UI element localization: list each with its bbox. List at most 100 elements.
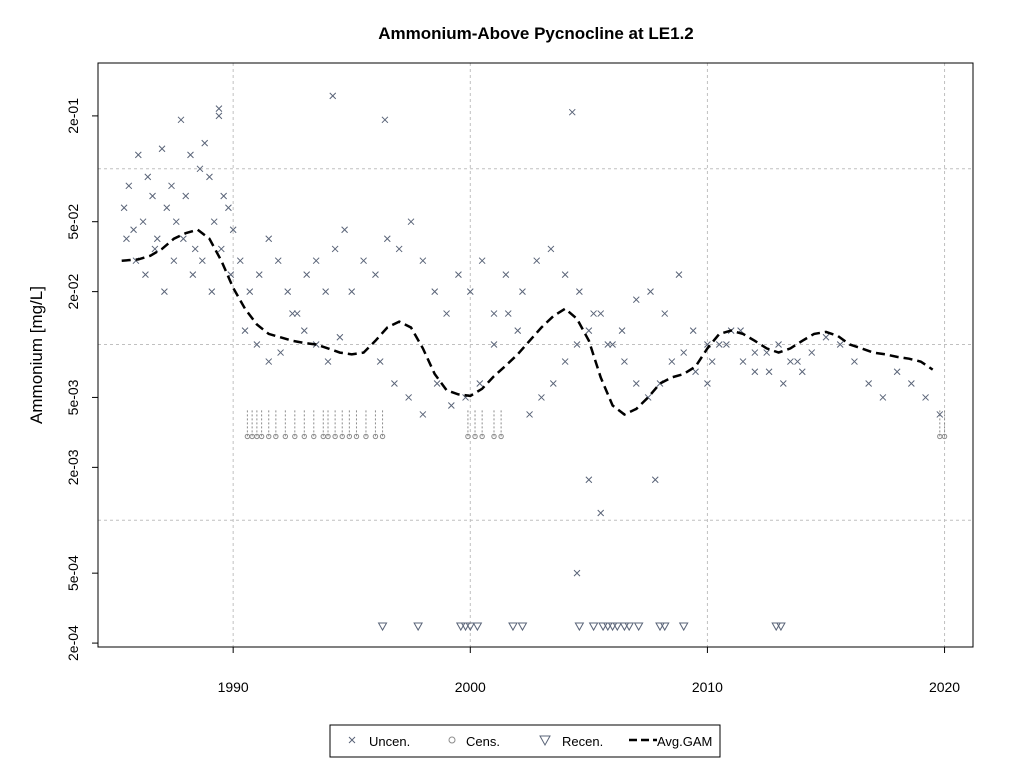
x-tick-label: 2000	[455, 679, 486, 695]
uncensored-point	[907, 380, 915, 387]
legend-label-uncen: Uncen.	[369, 734, 410, 749]
uncensored-point	[561, 271, 569, 278]
uncensored-point	[123, 235, 130, 243]
uncensored-point	[322, 288, 329, 295]
recensored-point	[776, 622, 786, 632]
uncensored-point	[689, 327, 697, 334]
uncensored-point	[125, 182, 133, 190]
uncensored-point	[142, 271, 149, 278]
gam-line	[121, 228, 934, 416]
uncensored-point	[391, 380, 398, 387]
uncensored-point	[405, 394, 412, 401]
legend-label-gam: Avg.GAM	[657, 734, 712, 749]
uncensored-point	[172, 218, 180, 226]
recensored-point	[413, 622, 423, 632]
uncensored-point	[704, 380, 711, 387]
uncensored-point	[208, 288, 216, 295]
uncensored-point	[189, 271, 197, 278]
recensored-point	[655, 622, 665, 632]
uncensored-point	[632, 296, 640, 304]
uncensored-point	[277, 349, 284, 356]
uncensored-point	[680, 349, 688, 356]
censored-point	[346, 433, 353, 440]
x-tick-label: 2020	[929, 679, 960, 695]
y-tick-label: 5e-03	[65, 379, 81, 415]
uncensored-point	[274, 257, 282, 265]
uncensored-point	[787, 358, 794, 365]
uncensored-point	[433, 380, 441, 387]
uncensored-point	[893, 368, 901, 376]
uncensored-point	[177, 116, 185, 124]
legend-label-cens: Cens.	[466, 734, 500, 749]
uncensored-point	[419, 257, 427, 265]
uncensored-point	[331, 245, 339, 253]
uncensored-point	[879, 394, 887, 401]
uncensored-point	[196, 165, 204, 173]
recen-marker-icon	[539, 735, 551, 747]
uncensored-point	[407, 218, 415, 226]
uncensored-point	[293, 310, 301, 317]
uncensored-point	[284, 288, 292, 295]
censored-point	[273, 433, 279, 440]
uncensored-point	[573, 341, 581, 348]
recensored-point	[460, 622, 471, 632]
y-tick-label: 2e-04	[65, 625, 81, 661]
y-tick-label: 5e-04	[65, 555, 81, 591]
uncensored-point	[215, 112, 223, 120]
recensored-point	[455, 622, 466, 632]
y-tick-label: 2e-02	[65, 274, 81, 310]
uncensored-point	[144, 173, 152, 181]
uncensored-point	[519, 288, 526, 295]
censored-point	[941, 433, 948, 440]
uncensored-point	[549, 380, 557, 387]
uncensored-point	[851, 358, 858, 365]
uncensored-point	[229, 226, 237, 234]
censored-point	[301, 433, 308, 440]
uncensored-point	[153, 235, 161, 243]
y-tick-label: 2e-03	[65, 449, 81, 485]
uncensored-point	[808, 349, 816, 356]
uncensored-point	[419, 411, 427, 418]
plot-frame	[97, 62, 974, 648]
uncensored-point	[739, 358, 747, 365]
uncensored-point	[180, 235, 187, 243]
uncensored-point	[149, 192, 156, 200]
legend: Uncen. Cens. Recen. Avg.GAM	[329, 724, 721, 758]
uncensored-point	[661, 310, 669, 317]
censored-point	[498, 433, 504, 440]
recensored-point	[465, 622, 476, 632]
recensored-point	[771, 622, 782, 632]
uncensored-point	[547, 245, 555, 253]
uncensored-point	[225, 204, 232, 212]
uncensored-point	[692, 368, 699, 376]
recensored-point	[472, 622, 483, 632]
uncensored-point	[668, 358, 676, 365]
uncensored-point	[651, 476, 659, 484]
uncensored-point	[476, 380, 484, 387]
uncensored-point	[201, 139, 209, 147]
recensored-point	[633, 622, 644, 632]
recensored-point	[624, 622, 635, 632]
uncensored-point	[447, 402, 455, 409]
uncensored-point	[253, 341, 261, 348]
uncensored-point	[395, 245, 403, 253]
uncensored-point	[597, 509, 605, 517]
uncensored-point	[151, 245, 159, 253]
uncensored-point	[576, 288, 583, 295]
uncensored-point	[922, 394, 929, 401]
uncensored-point	[779, 380, 787, 387]
points-layer	[120, 92, 944, 632]
uncensored-point	[255, 271, 263, 278]
uncensored-point	[936, 411, 944, 418]
legend-item-recen: Recen.	[539, 734, 603, 749]
recensored-point	[508, 622, 518, 632]
censored-point	[479, 433, 485, 440]
legend-item-cens: Cens.	[448, 734, 500, 749]
censored-point	[311, 433, 317, 440]
uncensored-point	[751, 368, 759, 376]
uncensored-point	[182, 192, 190, 200]
uncensored-point	[130, 226, 137, 234]
uncensored-point	[348, 288, 356, 295]
uncensored-point	[158, 145, 166, 153]
